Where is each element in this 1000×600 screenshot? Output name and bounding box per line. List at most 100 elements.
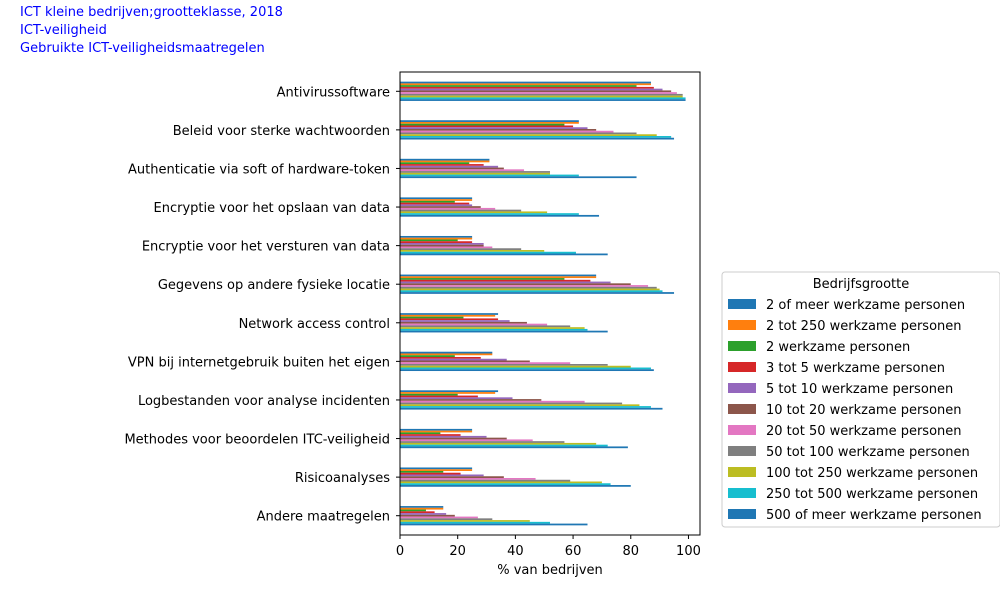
bar	[400, 360, 530, 363]
bar	[400, 432, 441, 435]
legend-title: Bedrijfsgrootte	[813, 277, 910, 292]
bar	[400, 407, 663, 410]
bar	[400, 172, 550, 175]
x-tick-label: 0	[396, 544, 404, 559]
bar	[400, 165, 499, 168]
y-tick-label: Encryptie voor het versturen van data	[142, 240, 390, 255]
bar	[400, 441, 565, 443]
bar	[400, 276, 597, 279]
chart-title-line2: ICT-veiligheid	[20, 23, 107, 38]
bar	[400, 330, 608, 333]
y-tick-label: VPN bij internetgebruik buiten het eigen	[128, 355, 390, 370]
plot-frame	[399, 71, 701, 536]
y-tick-label: Methodes voor beoordelen ITC-veiligheid	[124, 433, 390, 448]
bar	[400, 406, 651, 408]
bar	[400, 95, 683, 98]
bar	[400, 176, 637, 179]
bar	[400, 213, 579, 215]
bar	[400, 437, 507, 440]
bar	[400, 509, 426, 512]
y-tick-label: Antivirussoftware	[277, 85, 390, 100]
bar	[400, 321, 527, 324]
legend-entry: 2 of meer werkzame personen	[766, 298, 965, 313]
bar	[400, 199, 473, 201]
legend-entry: 3 tot 5 werkzame personen	[766, 361, 945, 376]
bar	[400, 204, 473, 207]
bar	[400, 158, 490, 161]
bar	[400, 246, 493, 249]
legend-entry: 10 tot 20 werkzame personen	[766, 403, 962, 418]
legend-box	[721, 271, 1000, 528]
legend-swatch	[728, 446, 756, 456]
bar	[400, 171, 550, 173]
bar	[400, 355, 455, 357]
bar	[400, 288, 660, 291]
y-tick-label: Logbestanden voor analyse incidenten	[138, 394, 390, 409]
y-tick-label: Gegevens op andere fysieke locatie	[158, 278, 390, 293]
bar	[400, 313, 499, 315]
y-tick-label: Andere maatregelen	[257, 510, 390, 525]
bar	[400, 290, 663, 293]
bar	[400, 397, 513, 400]
bar	[400, 318, 499, 321]
bar	[400, 327, 585, 329]
bar	[400, 364, 608, 366]
bar	[400, 206, 481, 208]
bar	[400, 320, 510, 322]
bar	[400, 516, 478, 519]
x-axis: 0 20 40 60 80 100	[396, 535, 701, 559]
bar	[400, 164, 484, 166]
bar	[400, 278, 565, 280]
bar	[400, 162, 470, 165]
x-tick-label: 20	[449, 544, 466, 559]
bar	[400, 481, 602, 484]
bar	[400, 169, 525, 172]
bar	[400, 174, 579, 177]
bar	[400, 283, 631, 286]
bar	[400, 251, 576, 254]
bar	[400, 211, 548, 214]
bar	[400, 90, 672, 93]
bar	[400, 399, 542, 401]
bar	[400, 430, 473, 433]
bar	[400, 86, 654, 89]
bar	[400, 93, 683, 96]
bar	[400, 241, 473, 243]
chart-title-line1: ICT kleine bedrijven;grootteklasse, 2018	[20, 5, 283, 20]
bar	[400, 160, 490, 163]
bar	[400, 358, 507, 361]
bar	[400, 92, 677, 94]
bars-group	[400, 81, 686, 526]
y-tick-label: Risicoanalyses	[295, 471, 390, 486]
bar	[400, 83, 651, 86]
bar	[400, 279, 591, 282]
bar	[400, 197, 473, 200]
bar	[400, 511, 435, 514]
bar	[400, 99, 686, 101]
bar	[400, 237, 473, 240]
bar	[400, 316, 464, 319]
bar	[400, 207, 496, 210]
bar	[400, 478, 536, 480]
bar	[400, 314, 496, 317]
bar	[400, 356, 481, 359]
legend-swatch	[728, 383, 756, 393]
bar	[400, 214, 600, 217]
bar	[400, 485, 631, 487]
bar	[400, 88, 663, 91]
legend-entry: 2 tot 250 werkzame personen	[766, 319, 962, 334]
bar	[400, 390, 499, 393]
bar	[400, 202, 470, 205]
bar	[400, 393, 458, 396]
bar	[400, 351, 493, 354]
bar	[400, 248, 522, 251]
bar	[400, 483, 611, 486]
bar	[400, 286, 657, 289]
bar	[400, 353, 493, 356]
bar	[400, 395, 478, 398]
bar	[400, 239, 458, 242]
legend-entry: 250 tot 500 werkzame personen	[766, 487, 978, 502]
legend-swatch	[728, 362, 756, 372]
legend-swatch	[728, 467, 756, 477]
bar	[400, 439, 533, 442]
